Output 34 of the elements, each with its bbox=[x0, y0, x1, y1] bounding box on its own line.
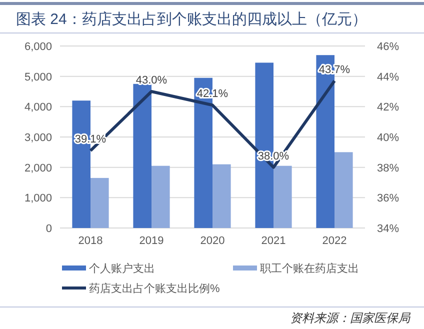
y-tick-label: 1,000 bbox=[24, 192, 52, 205]
x-tick-label: 2021 bbox=[261, 235, 286, 247]
bar bbox=[274, 166, 292, 228]
y2-tick-label: 46% bbox=[377, 41, 400, 53]
x-tick-label: 2022 bbox=[322, 235, 347, 247]
bar bbox=[152, 166, 170, 228]
legend-label: 药店支出占个账支出比例% bbox=[89, 282, 220, 295]
y-tick-label: 6,000 bbox=[24, 41, 52, 53]
y-tick-label: 4,000 bbox=[24, 102, 52, 114]
data-label: 43.0% bbox=[136, 74, 168, 86]
legend-label: 职工个账在药店支出 bbox=[260, 262, 359, 275]
y2-tick-label: 36% bbox=[377, 192, 400, 205]
legend-label: 个人账户支出 bbox=[89, 262, 155, 275]
y2-tick-label: 40% bbox=[377, 132, 400, 144]
y2-tick-label: 42% bbox=[377, 102, 400, 114]
data-label: 43.7% bbox=[318, 64, 350, 76]
x-tick-label: 2020 bbox=[200, 235, 225, 247]
x-tick-label: 2018 bbox=[78, 235, 103, 247]
y-tick-label: 0 bbox=[46, 223, 52, 235]
text: 资料来源：国家医保局 bbox=[290, 311, 411, 325]
bar bbox=[90, 178, 109, 228]
y-tick-label: 3,000 bbox=[24, 132, 52, 144]
data-label: 42.1% bbox=[196, 88, 228, 100]
bar bbox=[133, 84, 152, 228]
y-tick-label: 2,000 bbox=[24, 162, 52, 174]
y2-tick-label: 34% bbox=[377, 223, 400, 235]
y-tick-label: 5,000 bbox=[24, 71, 52, 84]
data-label: 38.0% bbox=[258, 150, 290, 162]
chart-title: 图表 24：药店支出占到个账支出的四成以上（亿元） bbox=[16, 11, 367, 28]
bar bbox=[334, 152, 353, 228]
bar bbox=[212, 164, 231, 228]
y2-tick-label: 44% bbox=[377, 71, 400, 84]
x-tick-label: 2019 bbox=[139, 235, 164, 247]
y2-tick-label: 38% bbox=[377, 162, 400, 174]
